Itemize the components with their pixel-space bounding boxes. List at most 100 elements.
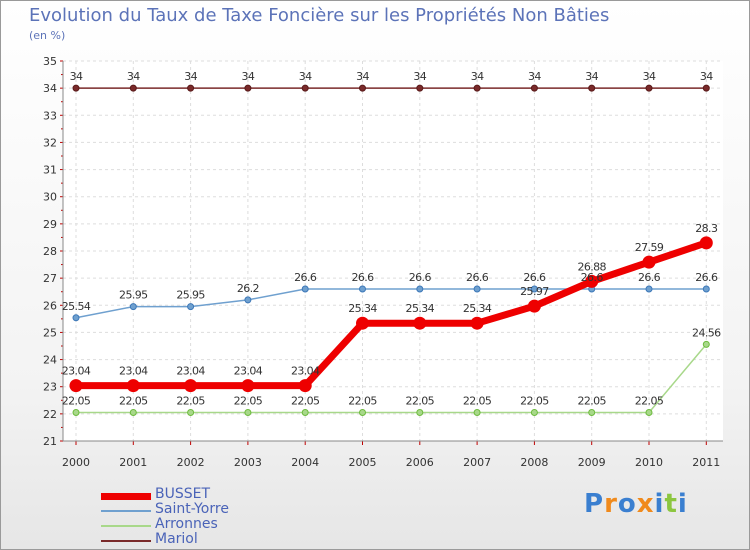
data-point-saint-yorre [473,285,481,293]
data-point-busset [699,236,713,250]
data-label-saint-yorre: 26.2 [237,282,259,295]
y-tick-label: 34 [43,82,57,95]
data-point-saint-yorre [530,285,538,293]
data-point-busset [356,316,369,330]
data-point-arronnes [473,409,481,416]
data-label-saint-yorre: 25.95 [119,289,148,302]
data-point-arronnes [129,409,137,416]
data-label-saint-yorre: 26.6 [294,271,317,284]
y-tick-label: 29 [43,218,57,231]
data-point-busset [413,316,427,330]
y-tick-label: 23 [43,381,57,394]
data-label-mariol: 34 [585,70,598,83]
x-tick-label: 2004 [291,456,319,469]
y-tick-label: 28 [43,245,57,258]
data-label-mariol: 34 [471,70,484,83]
data-point-mariol [72,84,80,92]
data-label-busset: 27.59 [635,241,664,254]
legend-item-mariol: Mariol [101,531,321,547]
y-axis-unit-label: (en %) [29,29,66,42]
legend-item-saint-yorre: Saint-Yorre [101,501,321,517]
data-labels: 34 34 34 34 34 34 34 34 34 34 34 34 25.54 25.95 25.95 2… [62,70,722,408]
data-label-mariol: 34 [184,70,197,83]
data-label-saint-yorre: 26.6 [638,271,661,284]
data-point-arronnes [702,340,710,348]
data-point-arronnes [301,409,309,416]
data-label-busset: 23.04 [176,365,205,378]
data-point-arronnes [416,409,424,416]
y-tick-label: 32 [43,136,57,149]
data-label-saint-yorre: 26.6 [466,271,489,284]
data-point-busset [126,379,140,393]
data-point-arronnes [588,409,596,416]
data-label-arronnes: 24.56 [692,326,721,339]
data-point-busset [527,299,541,313]
logo-letter: i [654,489,665,519]
series-line-saint-yorre [75,288,708,319]
data-label-busset: 28.3 [695,222,718,235]
axes: 21 22 23 24 25 26 27 28 29 30 31 32 33 34 35 2000 2001 20… [43,55,723,469]
data-label-busset: 25.34 [406,302,435,315]
data-label-arronnes: 22.05 [406,395,435,408]
legend-swatch-busset [101,492,151,500]
y-tick-label: 24 [43,354,57,367]
data-point-busset [69,379,83,393]
data-point-busset [642,255,656,269]
data-point-busset [241,379,255,393]
data-label-arronnes: 22.05 [62,395,91,408]
data-label-mariol: 34 [356,70,369,83]
data-label-saint-yorre: 26.6 [581,271,604,284]
legend-swatch-saint-yorre [101,510,151,512]
legend-item-arronnes: Arronnes [101,516,321,532]
data-label-arronnes: 22.05 [577,395,606,408]
data-point-saint-yorre [416,285,424,293]
data-point-mariol [416,84,424,92]
series-line-busset [72,239,710,390]
data-label-arronnes: 22.05 [234,395,263,408]
x-tick-label: 2011 [692,456,720,469]
logo-letter: x [636,489,655,519]
data-point-mariol [187,84,195,92]
data-point-busset [298,379,312,393]
data-label-arronnes: 22.05 [520,395,549,408]
x-tick-label: 2003 [234,456,262,469]
logo-letter: o [617,489,637,519]
y-tick-label: 30 [43,191,57,204]
data-label-arronnes: 22.05 [176,395,205,408]
data-label-busset: 23.04 [234,365,263,378]
data-label-busset: 25.97 [520,285,549,298]
data-point-mariol [530,84,538,92]
logo-letter: r [604,489,618,519]
y-tick-label: 31 [43,164,57,177]
x-tick-label: 2007 [463,456,491,469]
x-tick-label: 2008 [520,456,548,469]
data-label-busset: 23.04 [119,365,148,378]
data-point-saint-yorre [702,285,710,293]
data-label-arronnes: 22.05 [291,395,320,408]
data-point-saint-yorre [645,285,653,293]
y-tick-label: 26 [43,299,57,312]
data-label-busset: 25.34 [348,302,377,315]
data-point-mariol [359,84,366,92]
legend-item-busset: BUSSET [101,486,321,502]
x-tick-label: 2001 [119,456,147,469]
data-point-arronnes [187,409,195,416]
data-point-mariol [702,84,710,92]
data-point-mariol [473,84,481,92]
data-label-mariol: 34 [127,70,140,83]
chart-title: Evolution du Taux de Taxe Foncière sur l… [29,5,610,26]
data-point-mariol [129,84,137,92]
x-tick-label: 2009 [578,456,606,469]
data-label-busset: 23.04 [62,365,91,378]
data-label-saint-yorre: 26.6 [351,271,374,284]
y-tick-label: 33 [43,109,57,122]
legend-swatch-mariol [101,540,151,542]
data-label-arronnes: 22.05 [348,395,377,408]
series-line-arronnes [75,343,708,414]
data-point-arronnes [72,409,80,416]
x-tick-label: 2002 [177,456,205,469]
series-lines [69,84,713,416]
legend-swatch-arronnes [101,525,151,527]
